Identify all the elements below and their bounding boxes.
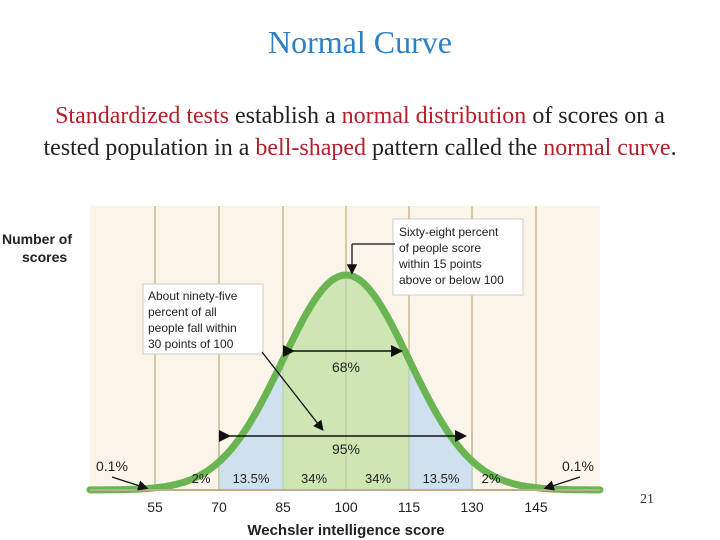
label-95: 95% <box>332 441 360 457</box>
band-label: 34% <box>301 471 327 486</box>
band-label: 13.5% <box>423 471 460 486</box>
band-label: 2% <box>192 471 211 486</box>
x-tick-labels: 55 70 85 100 115 130 145 <box>147 499 548 515</box>
band-label: 13.5% <box>233 471 270 486</box>
subtitle-part: establish a <box>229 103 342 129</box>
note-68-line: above or below 100 <box>399 273 504 287</box>
note-95-line: 30 points of 100 <box>148 337 234 351</box>
tick-label: 130 <box>460 499 484 515</box>
subtitle-part: of scores on a tested population in a <box>43 103 665 161</box>
normal-curve-diagram: 68% 95% 2% 13.5% 34% 34% 13.5% 2% 0.1% 0… <box>2 206 604 539</box>
slide-subtitle: Standardized tests establish a normal di… <box>40 100 680 164</box>
band-label: 34% <box>365 471 391 486</box>
bell-curve <box>86 271 604 494</box>
note-68-line: of people score <box>399 241 481 255</box>
note-95-line: percent of all <box>148 305 217 319</box>
tick-label: 115 <box>398 499 421 515</box>
y-axis-title-line2: scores <box>22 249 67 265</box>
y-axis-title-line1: Number of <box>2 231 72 247</box>
tail-arrow-left <box>111 476 149 491</box>
tail-label-right: 0.1% <box>562 458 594 474</box>
band-label: 2% <box>482 471 501 486</box>
tail-arrow-right <box>543 476 581 491</box>
tick-label: 145 <box>524 499 548 515</box>
note-68-line: within 15 points <box>398 257 482 271</box>
tick-label: 55 <box>147 499 163 515</box>
percent-band-labels: 2% 13.5% 34% 34% 13.5% 2% <box>192 471 501 486</box>
note-68-box: Sixty-eight percent of people score with… <box>392 218 524 296</box>
note-95-arrow <box>261 351 324 432</box>
tick-label: 100 <box>334 499 358 515</box>
slide-number: 21 <box>640 492 654 507</box>
subtitle-part: normal distribution <box>341 103 527 129</box>
label-68: 68% <box>332 359 360 375</box>
subtitle-part: . <box>670 135 677 161</box>
note-95-line: About ninety-five <box>148 289 238 303</box>
subtitle-part: normal curve <box>543 135 671 161</box>
tail-label-left: 0.1% <box>96 458 128 474</box>
tick-label: 85 <box>275 499 291 515</box>
subtitle-part: Standardized tests <box>55 103 230 129</box>
slide-title: Normal Curve <box>268 24 452 60</box>
tick-label: 70 <box>211 499 227 515</box>
subtitle-part: pattern called the <box>366 135 544 161</box>
note-68-line: Sixty-eight percent <box>399 225 499 239</box>
x-axis-title: Wechsler intelligence score <box>247 522 444 539</box>
note-95-line: people fall within <box>148 321 237 335</box>
note-95-box: About ninety-five percent of all people … <box>142 283 264 355</box>
subtitle-part: bell-shaped <box>255 135 367 161</box>
